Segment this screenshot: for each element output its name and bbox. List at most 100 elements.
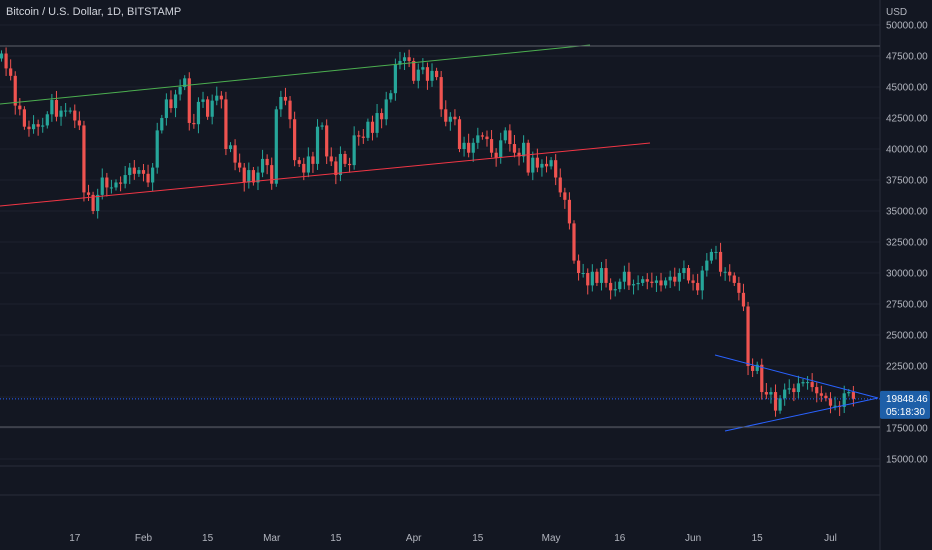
candle-body xyxy=(118,182,123,184)
x-tick-label: Apr xyxy=(406,533,422,544)
candle-body xyxy=(59,110,63,117)
candle-body xyxy=(279,96,283,110)
candle-body xyxy=(595,271,599,283)
price-tag-price: 19848.46 xyxy=(886,394,928,405)
candle-body xyxy=(251,170,255,183)
candle-body xyxy=(334,161,338,176)
y-tick-label: 42500.00 xyxy=(886,114,928,125)
candle-body xyxy=(526,142,530,173)
price-tag: 19848.46 05:18:30 xyxy=(880,390,930,419)
candle-body xyxy=(393,64,397,94)
candle-body xyxy=(540,163,544,168)
x-tick-label: Feb xyxy=(135,533,153,544)
candle-body xyxy=(210,100,214,117)
candle-body xyxy=(764,392,768,395)
candle-body xyxy=(192,122,196,125)
candle-body xyxy=(746,306,750,366)
candle-body xyxy=(517,152,521,157)
candle-body xyxy=(183,78,187,87)
candle-body xyxy=(384,99,388,120)
candle-body xyxy=(535,157,539,168)
candle-body xyxy=(315,126,320,164)
candle-body xyxy=(178,87,182,95)
candle-body xyxy=(224,99,228,149)
candle-body xyxy=(499,140,503,158)
candle-body xyxy=(265,158,269,166)
candle-body xyxy=(824,395,828,399)
trend-lines[interactable] xyxy=(0,44,879,432)
candle-body xyxy=(219,95,223,100)
candle-body xyxy=(586,273,590,286)
candle-body xyxy=(769,392,773,395)
candle-body xyxy=(673,276,677,282)
candle-body xyxy=(375,113,379,133)
y-tick-label: 32500.00 xyxy=(886,238,928,249)
candle-body xyxy=(467,142,471,153)
candle-body xyxy=(164,99,168,118)
candle-body xyxy=(402,57,407,61)
candle-body xyxy=(123,175,127,184)
candle-body xyxy=(260,158,265,173)
candle-body xyxy=(329,156,333,162)
candle-body xyxy=(256,172,260,183)
candle-body xyxy=(439,77,443,110)
candle-body xyxy=(792,388,796,393)
y-tick-label: 30000.00 xyxy=(886,269,928,280)
candle-body xyxy=(650,281,654,283)
candle-body xyxy=(709,251,713,261)
candle-body xyxy=(819,393,823,396)
candle-body xyxy=(476,135,480,143)
candle-body xyxy=(522,142,526,157)
x-axis[interactable]: 17 Feb 15 Mar 15 Apr 15 May 16 Jun 15 Jul xyxy=(69,533,837,544)
x-tick-label: 15 xyxy=(752,533,764,544)
pane-separator xyxy=(0,0,881,550)
candle-body xyxy=(599,268,604,283)
candle-body xyxy=(41,125,45,127)
candle-body xyxy=(723,271,727,273)
candle-body xyxy=(9,68,13,76)
y-tick-label: 22500.00 xyxy=(886,362,928,373)
candle-body xyxy=(618,281,622,290)
candle-body xyxy=(13,75,17,106)
candle-body xyxy=(206,99,210,117)
candle-body xyxy=(73,110,77,121)
candle-body xyxy=(64,110,68,112)
currency-label: USD xyxy=(886,7,907,18)
candle-body xyxy=(805,382,810,384)
y-axis[interactable]: USD 15000.00 17500.00 22500.00 25000.00 2750… xyxy=(886,7,928,466)
candle-body xyxy=(714,251,718,253)
candle-body xyxy=(435,70,439,78)
candle-body xyxy=(54,100,59,117)
y-tick-label: 27500.00 xyxy=(886,300,928,311)
triangle-lower-line xyxy=(724,397,879,432)
candle-body xyxy=(242,167,246,183)
candle-body xyxy=(485,136,489,140)
candle-body xyxy=(270,165,274,184)
candle-body xyxy=(247,170,251,183)
candle-body xyxy=(705,260,709,271)
candle-body xyxy=(45,114,49,126)
candle-body xyxy=(778,398,782,411)
candle-body xyxy=(105,177,109,188)
candle-body xyxy=(302,163,306,173)
candle-body xyxy=(283,96,288,101)
candle-body xyxy=(398,60,402,65)
lower-channel-line xyxy=(0,142,651,207)
candle-body xyxy=(228,145,233,149)
candle-body xyxy=(68,110,72,112)
candle-body xyxy=(352,135,356,166)
candle-body xyxy=(389,93,393,100)
candle-body xyxy=(645,279,649,282)
candle-body xyxy=(696,282,700,291)
x-tick-label: May xyxy=(542,533,561,544)
candle-body xyxy=(50,100,54,115)
candle-body xyxy=(810,382,814,388)
candle-body xyxy=(590,271,594,286)
candle-body xyxy=(627,271,631,286)
candle-body xyxy=(361,136,365,138)
candle-body xyxy=(686,268,691,281)
candle-body xyxy=(366,121,370,138)
candle-body xyxy=(718,251,723,272)
candle-body xyxy=(842,393,846,407)
